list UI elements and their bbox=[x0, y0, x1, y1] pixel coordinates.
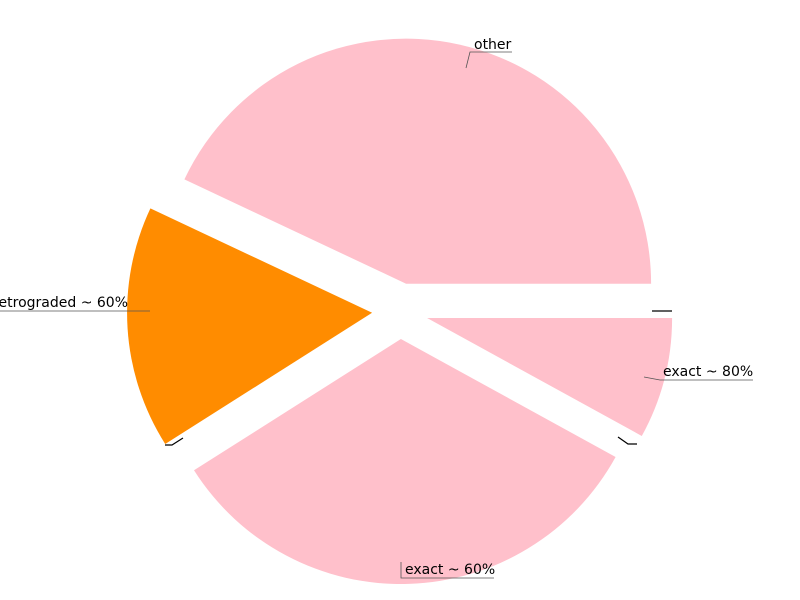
pie-slice-other bbox=[184, 38, 652, 284]
slice-label-exact-60: exact ~ 60% bbox=[405, 562, 495, 578]
slice-label-exact-80: exact ~ 80% bbox=[663, 364, 753, 380]
tick-marks bbox=[165, 310, 672, 446]
leader-line-exact-80 bbox=[643, 376, 753, 381]
leader-line-exact-60 bbox=[400, 562, 494, 579]
pie-slice-exact-60 bbox=[194, 339, 616, 585]
pie-slices bbox=[127, 38, 673, 585]
slice-labels: other retrograded ~ 60% exact ~ 60% exac… bbox=[0, 37, 753, 578]
pie-slice-retrograded bbox=[127, 208, 373, 444]
slice-label-other: other bbox=[474, 37, 512, 53]
slice-label-retrograded: retrograded ~ 60% bbox=[0, 295, 128, 311]
leader-line-other bbox=[465, 51, 512, 69]
label-leaders bbox=[0, 51, 753, 579]
pie-slice-exact-80 bbox=[427, 318, 673, 436]
tick-mark-lower-right bbox=[617, 436, 637, 445]
tick-mark-lower-left bbox=[165, 437, 184, 446]
